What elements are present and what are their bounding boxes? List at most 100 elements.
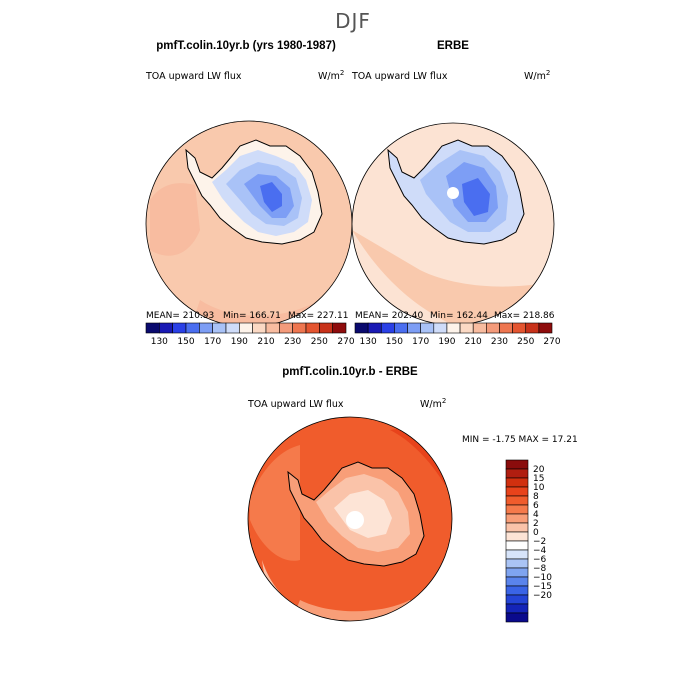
units-label-obs: W/m2 [524, 69, 550, 82]
colorbar-swatch [380, 322, 395, 334]
colorbar-swatch [505, 531, 529, 542]
panel-heading-diff: pmfT.colin.10yr.b - ERBE [282, 366, 418, 378]
colorbar-swatch [505, 567, 529, 578]
colorbar-tick-label: 270 [337, 337, 354, 347]
colorbar-swatch [332, 322, 347, 334]
colorbar-swatch [265, 322, 280, 334]
colorbar-swatch [185, 322, 200, 334]
stat-max-model: Max= 227.11 [288, 311, 349, 321]
colorbar-swatch [505, 468, 529, 479]
colorbar-tick-label: 210 [257, 337, 274, 347]
stat-minmax-diff: MIN = -1.75 MAX = 17.21 [462, 435, 578, 445]
variable-label-obs: TOA upward LW flux [351, 71, 448, 82]
colorbar-swatch [159, 322, 173, 334]
units-label-diff: W/m2 [420, 397, 446, 410]
colorbar-swatch [505, 585, 529, 596]
colorbar-swatch [212, 322, 227, 334]
figure-title: DJF [335, 9, 371, 33]
units-superscript: 2 [546, 69, 550, 77]
units-label-model: W/m2 [318, 69, 344, 82]
ice-region-core [260, 182, 282, 212]
colorbar-swatch [505, 612, 529, 623]
colorbar-tick-label: 210 [465, 337, 482, 347]
diff-region-zero [346, 511, 364, 529]
stat-mean-obs: MEAN= 202.40 [355, 311, 424, 321]
colorbar-swatch [505, 513, 529, 524]
colorbar-tick-label: 270 [543, 337, 560, 347]
colorbar-swatch [225, 322, 240, 334]
colorbar-swatch [505, 486, 529, 497]
colorbar-tick-label: 150 [177, 337, 194, 347]
panel-heading-obs: ERBE [437, 40, 469, 52]
colorbar-swatch [407, 322, 421, 334]
colorbar-swatch [486, 322, 500, 334]
colorbar-tick-label: 15 [533, 474, 544, 484]
colorbar-swatch [252, 322, 267, 334]
colorbar-swatch [505, 504, 529, 515]
colorbar-swatch [367, 322, 382, 334]
map-obs [351, 122, 555, 326]
colorbar-tick-label: 10 [533, 483, 545, 493]
colorbar-model: 130 150 170 190 210 230 250 270 [145, 322, 355, 347]
colorbar-tick-label: 250 [311, 337, 328, 347]
colorbar-tick-label: 170 [412, 337, 429, 347]
pole-marker [447, 187, 459, 199]
colorbar-tick-label: −15 [533, 582, 552, 592]
colorbar-tick-label: 0 [533, 528, 539, 538]
colorbar-swatch [319, 322, 333, 334]
colorbar-swatch [433, 322, 448, 334]
colorbar-tick-label: −4 [533, 546, 547, 556]
map-diff [247, 416, 453, 622]
colorbar-swatch [420, 322, 435, 334]
colorbar-tick-label: 130 [151, 337, 168, 347]
colorbar-tick-label: 4 [533, 510, 539, 520]
colorbar-tick-label: 230 [491, 337, 508, 347]
colorbar-tick-label: 190 [231, 337, 248, 347]
colorbar-swatch [505, 576, 529, 587]
colorbar-swatch [279, 322, 293, 334]
ice-region-core [462, 178, 490, 216]
colorbar-swatch [505, 495, 529, 506]
map-border [247, 416, 453, 622]
colorbar-obs: 130 150 170 190 210 230 250 270 [354, 322, 561, 347]
coastline [287, 461, 425, 567]
colorbar-swatch [505, 522, 529, 533]
colorbar-swatch [145, 322, 160, 334]
colorbar-swatch [538, 322, 553, 334]
panel-heading-model: pmfT.colin.10yr.b (yrs 1980-1987) [156, 40, 336, 52]
colorbar-swatch [305, 322, 320, 334]
colorbar-swatch [505, 549, 529, 560]
colorbar-swatch [505, 558, 529, 569]
stat-max-obs: Max= 218.86 [494, 311, 555, 321]
variable-label-model: TOA upward LW flux [145, 71, 242, 82]
units-text: W/m [524, 71, 546, 82]
colorbar-swatch [499, 322, 513, 334]
colorbar-swatch [505, 459, 529, 470]
colorbar-tick-label: 8 [533, 492, 539, 502]
colorbar-tick-label: −8 [533, 564, 547, 574]
colorbar-tick-label: 190 [438, 337, 455, 347]
colorbar-tick-label: 250 [517, 337, 534, 347]
diff-region-mild [250, 445, 300, 561]
colorbar-tick-label: 130 [360, 337, 377, 347]
colorbar-tick-label: 20 [533, 465, 545, 475]
colorbar-tick-label: −10 [533, 573, 552, 583]
units-text: W/m [318, 71, 340, 82]
coastline [185, 139, 323, 245]
colorbar-tick-label: −2 [533, 537, 546, 547]
colorbar-swatch [354, 322, 369, 334]
stat-min-model: Min= 166.71 [223, 311, 281, 321]
colorbar-swatch [292, 322, 307, 334]
coastline [387, 139, 525, 245]
units-text: W/m [420, 399, 442, 410]
colorbar-tick-label: 230 [284, 337, 301, 347]
colorbar-swatch [199, 322, 213, 334]
colorbar-swatch [525, 322, 540, 334]
map-model [145, 120, 353, 328]
colorbar-swatch [446, 322, 461, 334]
units-superscript: 2 [340, 69, 344, 77]
colorbar-swatch [505, 594, 529, 605]
stat-mean-model: MEAN= 210.93 [146, 311, 214, 321]
